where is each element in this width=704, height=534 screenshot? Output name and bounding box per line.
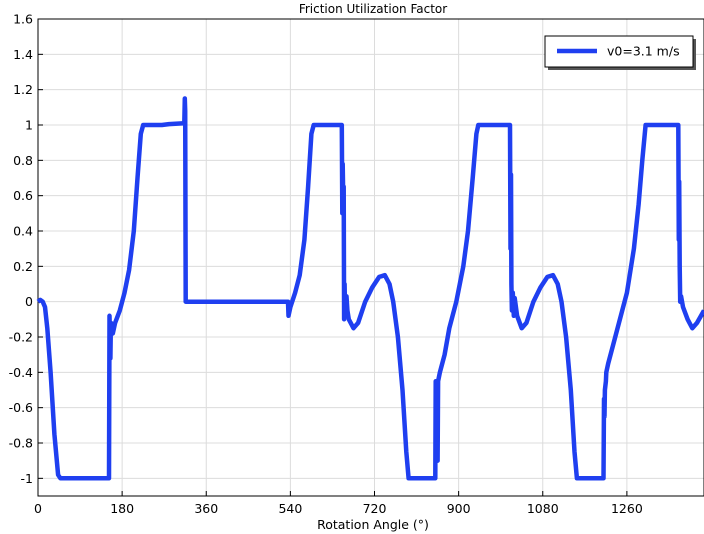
y-tick-label: 1.2 bbox=[13, 82, 33, 97]
y-tick-label: -0.4 bbox=[9, 365, 33, 380]
y-tick-label: 1 bbox=[25, 118, 33, 133]
y-tick-label: -0.6 bbox=[9, 400, 33, 415]
x-tick-label: 900 bbox=[447, 501, 471, 516]
x-tick-label: 360 bbox=[194, 501, 218, 516]
y-tick-label: 0 bbox=[25, 294, 33, 309]
y-tick-label: -1 bbox=[21, 471, 33, 486]
x-tick-label: 540 bbox=[278, 501, 302, 516]
y-tick-label: 1.6 bbox=[13, 12, 33, 27]
y-tick-label: 0.4 bbox=[13, 224, 33, 239]
axis-ticks: 0 180 360 540 720 900 1080 1260 -1 -0.8 -0.6 -0.4 -0… bbox=[9, 12, 643, 517]
y-tick-label: 0.6 bbox=[13, 188, 33, 203]
y-tick-label: 1.4 bbox=[13, 47, 33, 62]
y-tick-label: -0.2 bbox=[9, 330, 33, 345]
x-tick-label: 1260 bbox=[611, 501, 643, 516]
y-tick-label: -0.8 bbox=[9, 436, 33, 451]
x-tick-label: 0 bbox=[34, 501, 42, 516]
series-lines bbox=[36, 96, 704, 481]
legend: v0=3.1 m/s bbox=[544, 35, 696, 70]
y-tick-label: 0.8 bbox=[13, 153, 33, 168]
y-tick-label: 0.2 bbox=[13, 259, 33, 274]
x-tick-label: 180 bbox=[110, 501, 134, 516]
plot-frame bbox=[37, 18, 704, 497]
chart-title: Friction Utilization Factor bbox=[299, 2, 447, 16]
legend-label: v0=3.1 m/s bbox=[607, 44, 680, 59]
x-axis-label: Rotation Angle (°) bbox=[317, 517, 429, 532]
series-line bbox=[36, 96, 704, 481]
x-tick-label: 720 bbox=[363, 501, 387, 516]
x-tick-label: 1080 bbox=[527, 501, 559, 516]
